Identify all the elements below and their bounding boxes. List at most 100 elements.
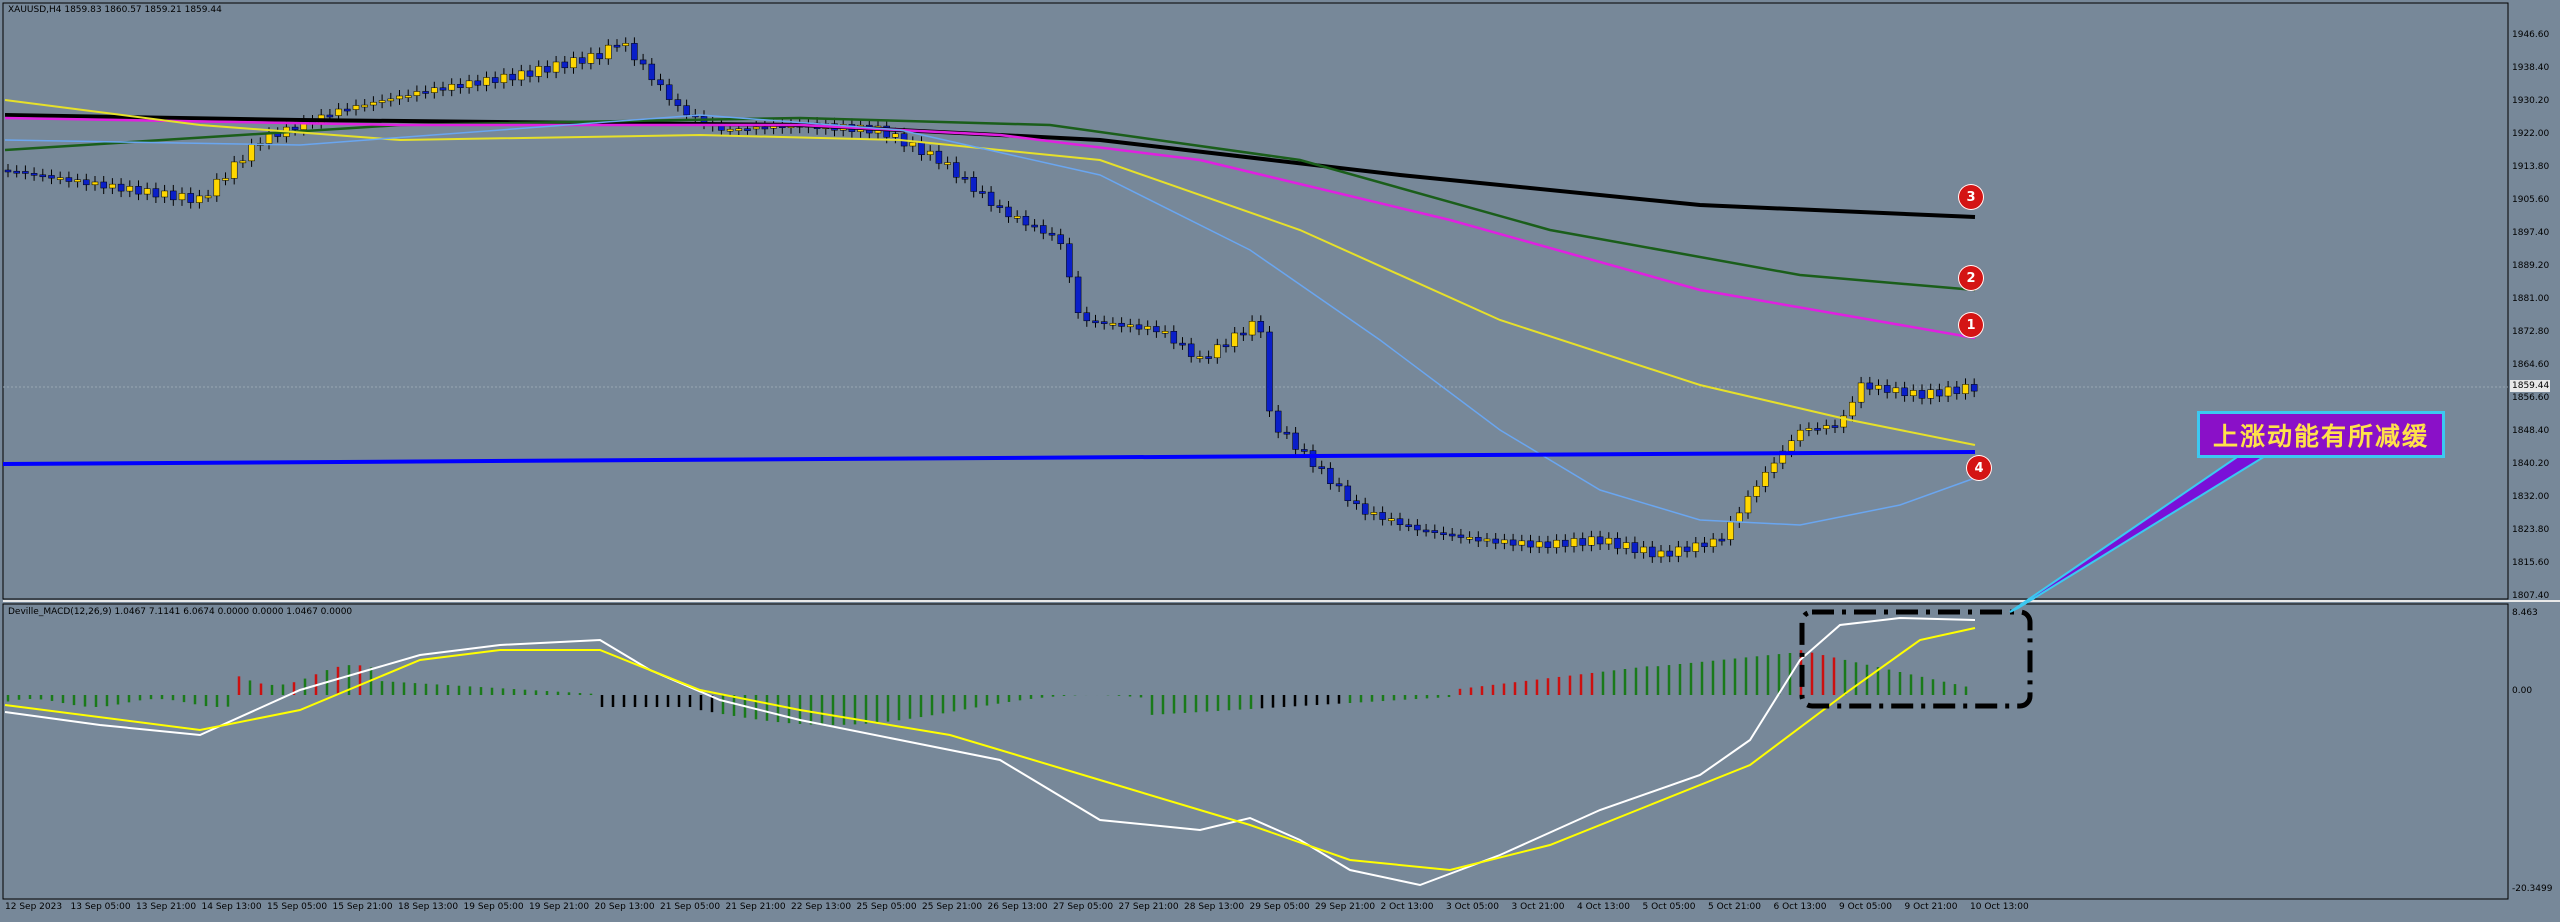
candle-body (439, 87, 447, 91)
macd-histogram (6, 650, 1968, 725)
ma-yellow-line (4, 99, 1976, 446)
candle-body (1779, 450, 1787, 464)
date-tick-label: 18 Sep 13:00 (398, 902, 459, 912)
candle-body (561, 61, 569, 69)
ma-lightblue-line (4, 114, 1976, 526)
date-tick-label: 26 Sep 13:00 (987, 902, 1048, 912)
candle-body (1031, 224, 1038, 228)
support-line[interactable] (2, 450, 1976, 466)
candle-body (457, 84, 464, 88)
candle-body (100, 181, 107, 189)
signal-line (4, 627, 1976, 872)
candle-body (1535, 541, 1543, 548)
candle-body (935, 150, 943, 164)
candle-body (570, 57, 577, 69)
candle-body (648, 63, 656, 81)
candle-body (605, 44, 612, 60)
date-tick-label: 5 Oct 05:00 (1642, 902, 1696, 912)
price-tick-label: 1889.20 (2512, 261, 2550, 271)
candle-body (431, 87, 438, 93)
candle-body (1666, 550, 1673, 557)
price-tick-label: 1938.40 (2512, 63, 2550, 73)
price-tick-label: 1807.40 (2512, 591, 2550, 601)
main-chart-title: XAUUSD,H4 1859.83 1860.57 1859.21 1859.4… (8, 5, 222, 15)
candle-body (1857, 382, 1865, 403)
candle-body (1736, 512, 1743, 523)
candle-body (1892, 387, 1900, 393)
candle-body (196, 195, 203, 203)
macd-lines (4, 616, 1976, 887)
candle-body (1631, 542, 1639, 553)
candle-body (1318, 466, 1325, 469)
candle-body (665, 84, 673, 100)
candle-body (1936, 389, 1943, 397)
candle-body (1579, 538, 1586, 546)
candle-body (544, 66, 551, 73)
candle-body (291, 126, 299, 130)
date-tick-label: 25 Sep 05:00 (856, 902, 917, 912)
candle-body (596, 53, 603, 60)
date-tick-label: 10 Oct 13:00 (1970, 902, 2029, 912)
candle-body (744, 128, 751, 131)
date-tick-label: 21 Sep 05:00 (660, 902, 721, 912)
candle-body (1144, 326, 1151, 330)
candle-body (1353, 500, 1360, 505)
candle-body (370, 101, 377, 106)
candle-body (170, 190, 177, 201)
candle-body (1248, 321, 1256, 336)
candle-body (718, 125, 725, 131)
macd-line (4, 616, 1976, 887)
price-tick-label: 1848.40 (2512, 426, 2550, 436)
date-tick-label: 12 Sep 2023 (5, 902, 63, 912)
candle-body (1701, 542, 1708, 547)
candle-body (1048, 232, 1056, 236)
main-panel-border (2, 2, 2509, 600)
date-tick-label: 13 Sep 21:00 (136, 902, 197, 912)
candle-body (953, 162, 960, 178)
price-tick-label: 1881.00 (2512, 294, 2550, 304)
candle-body (74, 179, 81, 183)
candle-body (135, 186, 142, 195)
candle-body (1118, 322, 1125, 327)
current-price-tag: 1859.44 (2510, 380, 2550, 392)
candle-body (1562, 539, 1569, 547)
candle-body (1153, 326, 1160, 333)
candle-body (474, 80, 482, 86)
candle-body (213, 178, 221, 197)
candle-body (1875, 385, 1882, 390)
candle-body (1074, 276, 1082, 313)
candle-body (752, 126, 760, 130)
candle-body (204, 195, 212, 199)
candle-body (926, 150, 934, 155)
date-tick-label: 29 Sep 05:00 (1249, 902, 1310, 912)
price-tick-label: 1823.80 (2512, 525, 2550, 535)
candle-body (1187, 343, 1195, 357)
candle-body (1657, 550, 1665, 558)
candle-body (1970, 384, 1978, 392)
ma-black-line (4, 113, 1976, 219)
candle-body (1492, 538, 1499, 544)
candle-body (1266, 331, 1273, 412)
macd-panel-border (2, 603, 2509, 900)
candle-body (483, 77, 490, 86)
marker-2: 2 (1958, 265, 1984, 291)
candle-body (387, 98, 395, 102)
candle-body (1448, 533, 1456, 537)
date-tick-label: 13 Sep 05:00 (70, 902, 131, 912)
price-tick-label: 1897.40 (2512, 228, 2550, 238)
candle-body (1466, 537, 1473, 540)
price-tick-label: 1922.00 (2512, 129, 2550, 139)
candle-body (1405, 524, 1412, 528)
candle-body (56, 177, 64, 180)
candle-body (1692, 542, 1700, 552)
candle-body (1753, 485, 1760, 497)
candle-body (1231, 332, 1238, 347)
candle-body (622, 43, 629, 46)
price-tick-label: 1913.80 (2512, 162, 2550, 172)
candle-body (1414, 524, 1421, 531)
candle-body (187, 193, 194, 203)
candle-body (735, 128, 743, 131)
candle-body (143, 188, 151, 195)
candle-body (518, 70, 525, 81)
